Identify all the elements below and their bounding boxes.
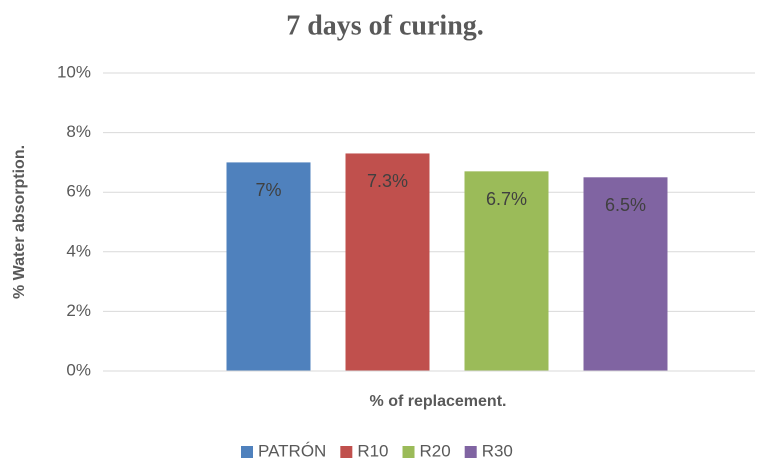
legend-label: R30 (482, 441, 513, 460)
y-tick-label: 8% (66, 122, 91, 141)
y-tick-label: 6% (66, 182, 91, 201)
y-tick-label: 10% (57, 62, 91, 81)
y-tick-label: 2% (66, 301, 91, 320)
legend-swatch (340, 446, 353, 458)
legend-swatch (402, 446, 415, 458)
bar (583, 177, 668, 371)
legend-swatch (464, 446, 477, 458)
y-axis-label: % Water absorption. (11, 145, 28, 299)
legend-label: R20 (420, 441, 451, 460)
bar (345, 153, 430, 371)
data-label: 6.5% (605, 195, 646, 215)
y-tick-label: 4% (66, 241, 91, 260)
bar (226, 162, 311, 371)
y-tick-label: 0% (66, 360, 91, 379)
x-axis-label: % of replacement. (370, 393, 507, 410)
legend-label: R10 (357, 441, 388, 460)
data-label: 6.7% (486, 189, 527, 209)
legend-label: PATRÓN (258, 441, 326, 460)
bar (464, 171, 549, 371)
chart-title: 7 days of curing. (286, 10, 484, 41)
data-label: 7.3% (367, 171, 408, 191)
legend-swatch (241, 446, 253, 458)
data-label: 7% (255, 180, 281, 200)
